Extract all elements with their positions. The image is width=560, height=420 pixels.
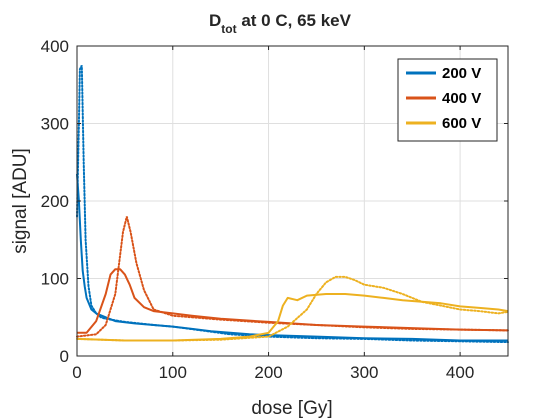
chart-title-rest: at 0 C, 65 keV bbox=[237, 11, 352, 30]
series-2-solid-line bbox=[77, 268, 509, 334]
y-tick-label: 300 bbox=[41, 115, 69, 134]
legend-label-1: 200 V bbox=[442, 65, 481, 82]
y-tick-label: 100 bbox=[41, 270, 69, 289]
chart-title-main: D bbox=[209, 11, 221, 30]
chart-title-subscript: tot bbox=[221, 22, 236, 36]
series-layer bbox=[76, 64, 509, 344]
legend-label-2: 400 V bbox=[442, 90, 481, 107]
x-tick-label: 100 bbox=[159, 363, 187, 382]
chart-title: Dtot at 0 C, 65 keV bbox=[209, 11, 352, 36]
y-axis-label: signal [ADU] bbox=[10, 148, 31, 254]
tick-labels: 0 100 200 300 400 0 100 200 300 400 bbox=[41, 37, 475, 382]
y-tick-label: 200 bbox=[41, 192, 69, 211]
x-axis-label: dose [Gy] bbox=[251, 398, 332, 419]
x-tick-label: 300 bbox=[350, 363, 378, 382]
x-tick-label: 200 bbox=[254, 363, 282, 382]
x-tick-label: 400 bbox=[446, 363, 474, 382]
legend: 200 V 400 V 600 V bbox=[397, 58, 498, 142]
series-3-solid-line bbox=[76, 293, 509, 342]
x-tick-label: 0 bbox=[72, 363, 81, 382]
axes bbox=[76, 45, 509, 357]
series-1-solid-line bbox=[76, 173, 508, 342]
y-tick-label: 0 bbox=[60, 347, 69, 366]
series-3-dotted-line bbox=[76, 275, 509, 342]
legend-label-3: 600 V bbox=[442, 115, 481, 132]
y-tick-label: 400 bbox=[41, 37, 69, 56]
